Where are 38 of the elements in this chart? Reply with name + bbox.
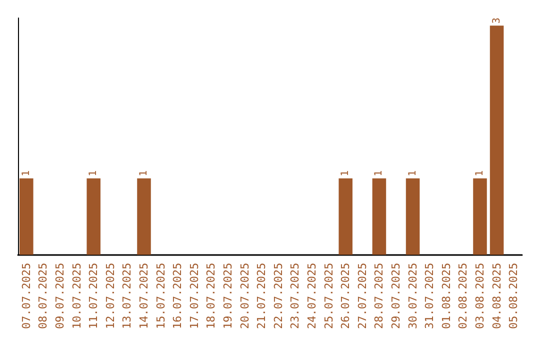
x-tick-label: 26.07.2025: [339, 262, 352, 330]
x-tick-label: 03.08.2025: [474, 262, 486, 330]
x-tick-label: 22.07.2025: [272, 262, 285, 330]
x-tick-label: 08.07.2025: [36, 262, 50, 330]
x-tick-label: 30.07.2025: [406, 262, 420, 330]
x-tick-label: 27.07.2025: [356, 262, 369, 330]
x-tick-label: 01.08.2025: [440, 262, 453, 330]
x-tick-label: 05.08.2025: [507, 262, 520, 330]
x-tick-label: 21.07.2025: [255, 262, 268, 330]
x-tick-label: 19.07.2025: [222, 262, 234, 330]
x-tick-label: 17.07.2025: [188, 262, 201, 330]
data-label: 1: [407, 170, 418, 176]
x-tick-label: 02.08.2025: [456, 262, 470, 330]
x-tick-label: 16.07.2025: [171, 262, 184, 330]
x-tick-label: 07.07.2025: [20, 262, 33, 330]
x-tick-label: 11.07.2025: [87, 262, 100, 330]
data-label: 1: [20, 170, 32, 176]
x-tick-label: 13.07.2025: [120, 262, 134, 330]
x-tick-label: 28.07.2025: [372, 262, 386, 330]
x-tick-label: 25.07.2025: [322, 262, 336, 330]
data-label: 1: [374, 170, 385, 176]
x-tick-label: 29.07.2025: [390, 262, 402, 330]
x-tick-label: 15.07.2025: [154, 262, 168, 330]
x-tick-label: 09.07.2025: [54, 262, 66, 330]
x-tick-label: 14.07.2025: [138, 262, 150, 330]
x-tick-label: 10.07.2025: [70, 262, 84, 330]
x-tick-label: 04.08.2025: [490, 262, 504, 330]
data-label: 1: [88, 170, 100, 176]
data-label: 1: [138, 170, 150, 176]
x-tick-label: 31.07.2025: [423, 262, 436, 330]
x-tick-label: 18.07.2025: [204, 262, 218, 330]
x-tick-label: 20.07.2025: [238, 262, 252, 330]
data-label: 1: [474, 170, 486, 176]
data-label: 1: [340, 170, 352, 176]
x-tick-label: 12.07.2025: [104, 262, 117, 330]
x-tick-label: 23.07.2025: [288, 262, 302, 330]
data-label: 3: [491, 18, 502, 24]
x-tick-label: 24.07.2025: [306, 262, 318, 330]
